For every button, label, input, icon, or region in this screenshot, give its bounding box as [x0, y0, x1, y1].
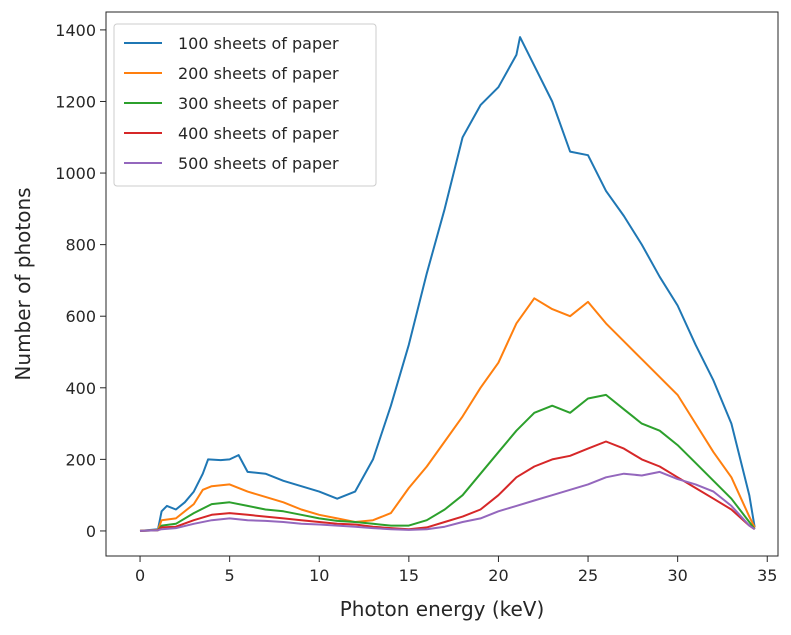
series-line-3 [139, 393, 756, 532]
y-tick-label: 1200 [55, 92, 96, 111]
x-tick-label: 20 [488, 566, 508, 585]
x-axis-ticks: 0 5 10 15 20 25 30 35 [135, 556, 777, 585]
x-tick-label: 25 [578, 566, 598, 585]
series-line-4 [139, 440, 756, 532]
plot-lines [139, 36, 756, 532]
y-tick-label: 600 [65, 307, 96, 326]
x-axis-label: Photon energy (keV) [340, 597, 545, 621]
x-tick-label: 0 [135, 566, 145, 585]
series-line-5 [139, 470, 756, 532]
y-tick-label: 1000 [55, 164, 96, 183]
legend-label-3: 300 sheets of paper [178, 94, 339, 113]
y-tick-label: 200 [65, 450, 96, 469]
series-line-2 [139, 297, 756, 532]
legend-label-5: 500 sheets of paper [178, 154, 339, 173]
x-tick-label: 10 [309, 566, 329, 585]
series-line-1 [139, 36, 756, 532]
legend-label-4: 400 sheets of paper [178, 124, 339, 143]
y-tick-label: 400 [65, 379, 96, 398]
x-tick-label: 5 [225, 566, 235, 585]
legend-box [113, 23, 377, 187]
x-tick-label: 35 [757, 566, 777, 585]
y-tick-label: 0 [86, 522, 96, 541]
x-tick-label: 15 [399, 566, 419, 585]
legend-label-1: 100 sheets of paper [178, 34, 339, 53]
x-tick-label: 30 [667, 566, 687, 585]
y-axis-label: Number of photons [11, 187, 35, 380]
y-tick-label: 800 [65, 236, 96, 255]
plot-frame [105, 11, 779, 557]
y-tick-label: 1400 [55, 21, 96, 40]
legend: 100 sheets of paper 200 sheets of paper 30… [113, 23, 377, 187]
y-axis-ticks: 0 200 400 600 800 1000 1200 1400 [55, 21, 106, 541]
legend-label-2: 200 sheets of paper [178, 64, 339, 83]
